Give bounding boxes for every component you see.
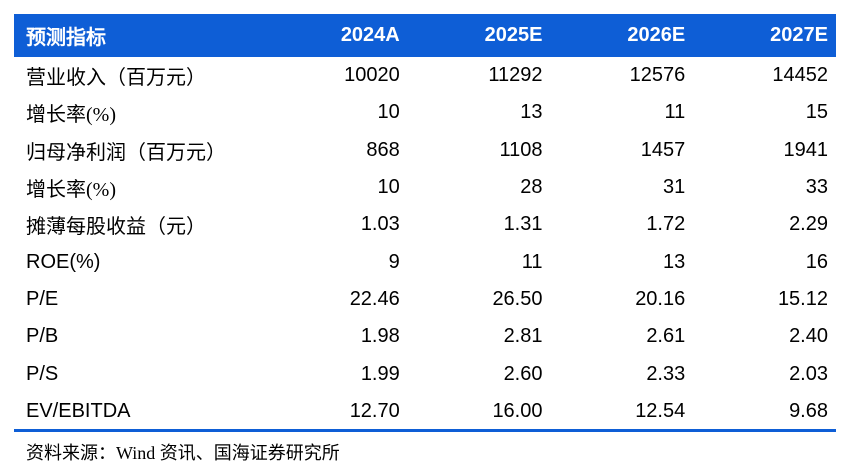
- cell-value: 15: [805, 101, 828, 124]
- cell-value: 10: [377, 176, 400, 199]
- cell-value: 11: [521, 250, 543, 273]
- cell-value: 28: [520, 176, 543, 199]
- cell-value: 26.50: [492, 287, 543, 310]
- table-row-revenue-growth: 增长率(%) 10 13 11 15: [14, 94, 836, 131]
- row-label: P/S: [26, 362, 59, 385]
- header-cell-2027e: 2027E: [770, 24, 828, 46]
- forecast-table: 预测指标 2024A 2025E 2026E 2027E 营业收入（百万元） 1…: [14, 14, 836, 430]
- table-row-revenue: 营业收入（百万元） 10020 11292 12576 14452: [14, 57, 836, 94]
- table-row-pb: P/B 1.98 2.81 2.61 2.40: [14, 318, 836, 355]
- row-label: 归母净利润（百万元）: [26, 141, 226, 164]
- cell-value: 13: [663, 250, 686, 273]
- cell-value: 33: [805, 176, 828, 199]
- cell-value: 13: [520, 101, 543, 124]
- cell-value: 1.99: [360, 362, 400, 385]
- header-cell-2026e: 2026E: [627, 24, 686, 46]
- cell-value: 12.54: [635, 399, 686, 422]
- table-row-diluted-eps: 摊薄每股收益（元） 1.03 1.31 1.72 2.29: [14, 206, 836, 243]
- cell-value: 9.68: [789, 399, 828, 422]
- cell-value: 16.00: [492, 399, 543, 422]
- cell-value: 12576: [629, 64, 686, 87]
- header-cell-2024a: 2024A: [340, 24, 400, 46]
- divider: [14, 429, 836, 432]
- cell-value: 2.81: [503, 325, 543, 348]
- cell-value: 11292: [488, 64, 543, 87]
- table-row-pe: P/E 22.46 26.50 20.16 15.12: [14, 281, 836, 318]
- cell-value: 10: [377, 101, 400, 124]
- row-label: 增长率(%): [26, 179, 116, 202]
- cell-value: 16: [805, 250, 828, 273]
- row-label: P/B: [26, 325, 59, 348]
- cell-value: 1.98: [360, 325, 400, 348]
- cell-value: 12.70: [349, 399, 400, 422]
- table-header-row: 预测指标 2024A 2025E 2026E 2027E: [14, 14, 836, 57]
- row-label: 增长率(%): [26, 104, 116, 127]
- cell-value: 22.46: [349, 287, 400, 310]
- cell-value: 1941: [783, 138, 829, 161]
- table-row-ev-ebitda: EV/EBITDA 12.70 16.00 12.54 9.68: [14, 393, 836, 430]
- cell-value: 1108: [499, 138, 543, 161]
- cell-value: 2.61: [646, 325, 686, 348]
- row-label: 营业收入（百万元）: [26, 67, 206, 90]
- header-cell-metric: 预测指标: [26, 27, 106, 49]
- cell-value: 1.72: [646, 213, 686, 236]
- cell-value: 868: [366, 138, 400, 161]
- cell-value: 2.29: [789, 213, 828, 236]
- cell-value: 9: [388, 250, 400, 273]
- cell-value: 20.16: [635, 287, 686, 310]
- cell-value: 2.40: [789, 325, 828, 348]
- table-row-profit-growth: 增长率(%) 10 28 31 33: [14, 169, 836, 206]
- table-row-net-profit: 归母净利润（百万元） 868 1108 1457 1941: [14, 132, 836, 169]
- cell-value: 1.03: [360, 213, 400, 236]
- table-row-roe: ROE(%) 9 11 13 16: [14, 243, 836, 280]
- header-cell-2025e: 2025E: [484, 24, 543, 46]
- row-label: EV/EBITDA: [26, 399, 131, 422]
- row-label: P/E: [26, 287, 59, 310]
- cell-value: 1457: [640, 138, 686, 161]
- cell-value: 31: [663, 176, 686, 199]
- row-label: ROE(%): [26, 250, 101, 273]
- cell-value: 2.60: [503, 362, 543, 385]
- cell-value: 10020: [344, 64, 400, 87]
- cell-value: 14452: [772, 64, 828, 87]
- source-note: 资料来源：Wind 资讯、国海证券研究所: [26, 443, 340, 463]
- row-label: 摊薄每股收益（元）: [26, 216, 206, 239]
- cell-value: 11: [664, 101, 686, 124]
- cell-value: 15.12: [777, 287, 828, 310]
- cell-value: 2.33: [646, 362, 686, 385]
- cell-value: 2.03: [789, 362, 828, 385]
- table-row-ps: P/S 1.99 2.60 2.33 2.03: [14, 355, 836, 392]
- cell-value: 1.31: [503, 213, 543, 236]
